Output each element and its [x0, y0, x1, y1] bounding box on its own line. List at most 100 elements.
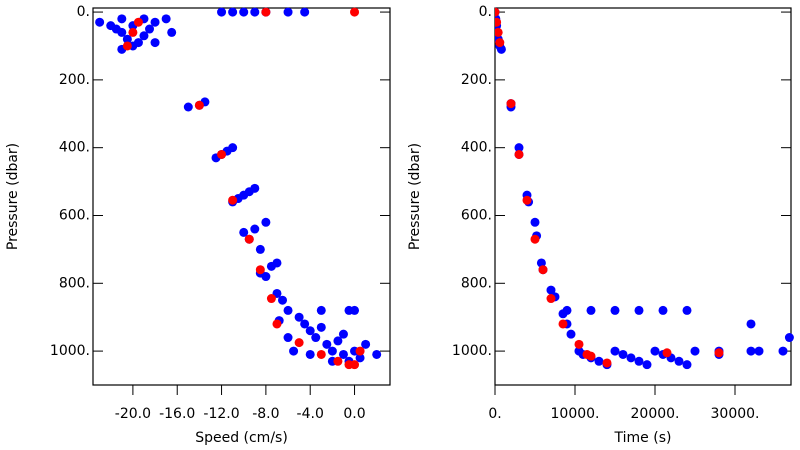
point	[261, 217, 271, 227]
point	[278, 295, 288, 305]
point	[674, 356, 684, 366]
y-tick-label: 0.	[479, 4, 492, 20]
point	[514, 149, 524, 159]
point	[338, 349, 348, 359]
x-axis-label: Time (s)	[614, 430, 672, 446]
point	[261, 272, 271, 282]
point	[327, 346, 337, 356]
point	[272, 319, 282, 329]
point	[283, 305, 293, 315]
point	[305, 326, 315, 336]
x-tick-label: -8.0	[252, 406, 279, 422]
point	[333, 356, 343, 366]
point	[495, 27, 503, 37]
point	[626, 353, 636, 363]
point	[538, 265, 548, 275]
point	[582, 349, 592, 359]
points	[95, 7, 382, 370]
y-tick-label: 200.	[461, 72, 492, 88]
point	[228, 195, 238, 205]
point	[562, 305, 572, 315]
point	[495, 38, 505, 48]
x-tick-label: 20000.	[631, 406, 680, 422]
point	[602, 358, 612, 368]
x-tick-label: 0.	[488, 406, 501, 422]
point	[372, 349, 382, 359]
point	[530, 217, 540, 227]
point	[228, 143, 238, 153]
point	[150, 38, 160, 48]
point	[250, 183, 260, 193]
point	[316, 305, 326, 315]
point	[255, 265, 265, 275]
point	[610, 305, 620, 315]
y-tick-label: 0.	[77, 4, 90, 20]
point	[662, 348, 672, 358]
point	[289, 346, 299, 356]
points	[495, 7, 794, 370]
y-tick-label: 600.	[59, 207, 90, 223]
point	[300, 7, 310, 17]
point	[305, 349, 315, 359]
point	[650, 346, 660, 356]
plot-frame	[494, 7, 792, 386]
point	[255, 244, 265, 254]
plot-frame	[92, 7, 391, 386]
y-tick-label: 400.	[59, 140, 90, 156]
point	[322, 339, 332, 349]
x-tick-label: 30000.	[711, 406, 760, 422]
point	[546, 285, 556, 295]
point	[778, 346, 788, 356]
y-axis-label: Pressure (dbar)	[407, 143, 423, 250]
point	[522, 195, 532, 205]
point	[536, 258, 546, 268]
point	[333, 336, 343, 346]
point	[754, 346, 764, 356]
point	[95, 17, 105, 27]
point	[283, 7, 293, 17]
x-tick-label: -4.0	[297, 406, 324, 422]
point	[133, 17, 143, 27]
y-axis-label: Pressure (dbar)	[5, 143, 21, 250]
point	[244, 234, 254, 244]
x-axis-label: Speed (cm/s)	[195, 430, 288, 446]
point	[283, 333, 293, 343]
point	[496, 44, 506, 54]
point	[294, 312, 304, 322]
point	[122, 41, 132, 51]
point	[150, 17, 160, 27]
point	[239, 7, 249, 17]
point	[228, 7, 238, 17]
point	[618, 349, 628, 359]
point	[194, 100, 204, 110]
point	[350, 305, 360, 315]
point	[250, 224, 260, 234]
y-tick-label: 800.	[461, 275, 492, 291]
point	[122, 34, 132, 44]
y-tick-label: 600.	[461, 207, 492, 223]
point	[495, 17, 502, 27]
point	[682, 360, 692, 370]
point	[338, 329, 348, 339]
x-tick-label: 0.0	[343, 406, 365, 422]
point	[350, 7, 360, 17]
point	[714, 348, 724, 358]
point	[546, 294, 556, 304]
point	[495, 7, 500, 17]
point	[161, 14, 171, 24]
point	[784, 333, 794, 343]
x-tick-label: 10000.	[551, 406, 600, 422]
point	[300, 319, 310, 329]
point	[128, 27, 138, 37]
point	[117, 14, 127, 24]
point	[690, 346, 700, 356]
point	[558, 319, 568, 329]
point	[217, 149, 227, 159]
x-tick-label: -20.0	[115, 406, 151, 422]
point	[586, 305, 596, 315]
point	[145, 24, 155, 34]
point	[594, 356, 604, 366]
point	[355, 353, 365, 363]
point	[133, 38, 143, 48]
